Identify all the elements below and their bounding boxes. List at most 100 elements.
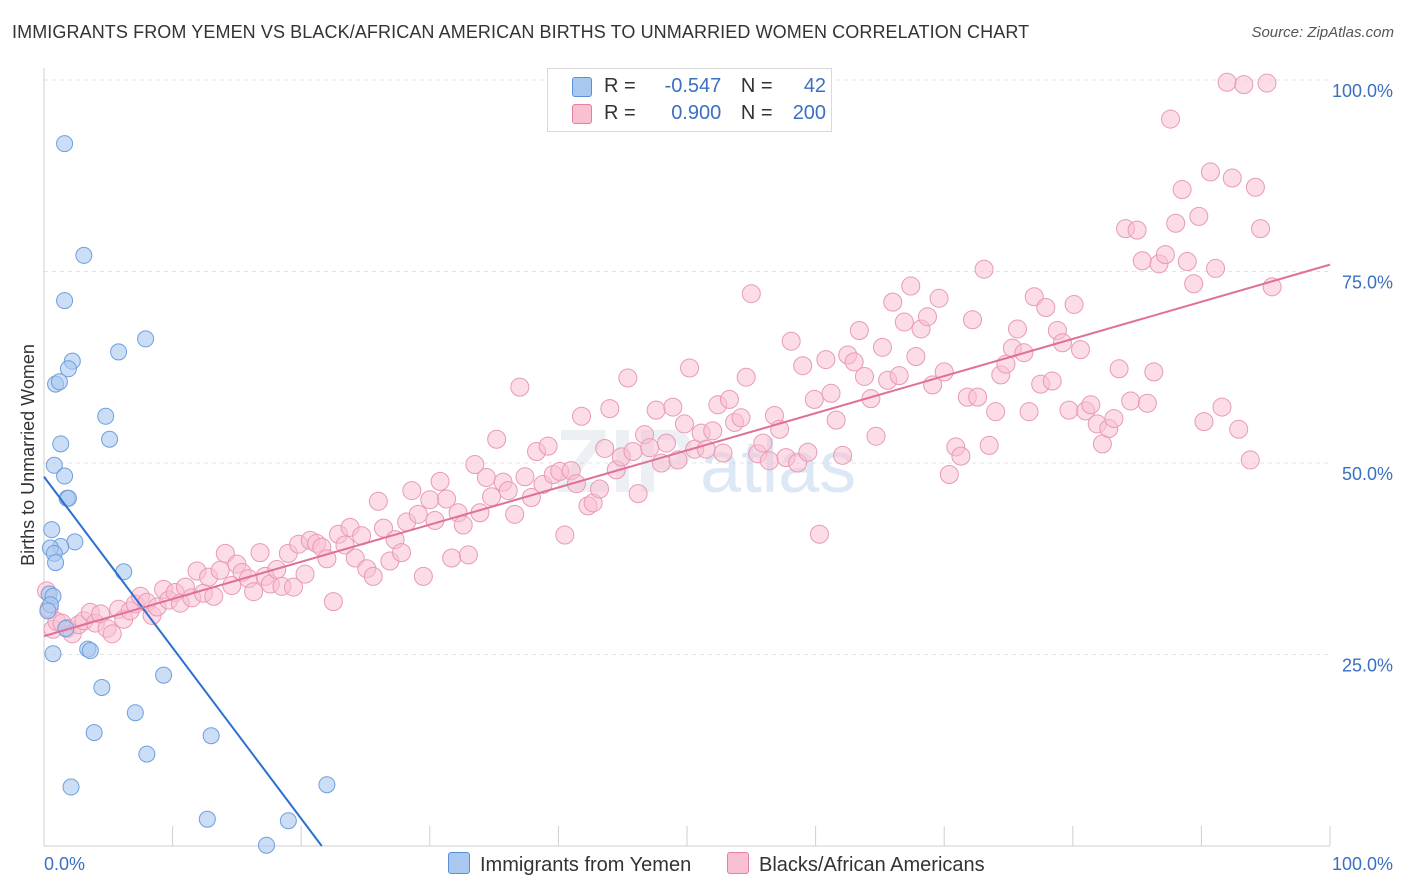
data-point-yemen bbox=[110, 343, 128, 361]
trend-line-yemen bbox=[43, 476, 323, 847]
legend-r-value-yemen: -0.547 bbox=[664, 75, 722, 97]
data-point-black bbox=[1042, 371, 1062, 391]
data-point-black bbox=[1008, 319, 1028, 339]
data-point-black bbox=[1166, 213, 1186, 233]
data-point-black bbox=[430, 471, 450, 491]
data-point-black bbox=[600, 399, 620, 419]
bottom-legend-label-black: Blacks/African Americans bbox=[759, 854, 985, 876]
data-point-black bbox=[901, 276, 921, 296]
data-point-yemen bbox=[47, 554, 65, 572]
data-point-black bbox=[1172, 180, 1192, 200]
data-point-yemen bbox=[126, 704, 144, 722]
chart-title: IMMIGRANTS FROM YEMEN VS BLACK/AFRICAN A… bbox=[12, 22, 1030, 42]
data-point-yemen bbox=[66, 533, 84, 551]
data-point-black bbox=[482, 487, 502, 507]
data-point-black bbox=[408, 504, 428, 524]
data-point-yemen bbox=[44, 645, 62, 663]
legend-swatch-yemen bbox=[572, 77, 592, 97]
data-point-black bbox=[102, 624, 122, 644]
data-point-yemen bbox=[75, 246, 93, 264]
data-point-black bbox=[939, 464, 959, 484]
data-point-yemen bbox=[45, 456, 63, 474]
data-point-black bbox=[510, 377, 530, 397]
stats-legend: R = -0.547 N = 42 R = 0.900 N = 200 bbox=[547, 68, 832, 132]
data-point-black bbox=[465, 455, 485, 475]
tick-labels: 25.0% 50.0% 75.0% 100.0% 0.0% 100.0% bbox=[44, 81, 1393, 874]
data-point-black bbox=[295, 564, 315, 584]
data-point-black bbox=[656, 433, 676, 453]
legend-n-value-black: 200 bbox=[792, 102, 827, 124]
data-point-yemen bbox=[202, 727, 220, 745]
data-point-black bbox=[753, 433, 773, 453]
data-point-black bbox=[595, 438, 615, 458]
data-point-black bbox=[979, 435, 999, 455]
x-tick-label-max: 100.0% bbox=[1332, 854, 1393, 874]
data-point-black bbox=[1071, 340, 1091, 360]
bottom-legend-label-yemen: Immigrants from Yemen bbox=[480, 854, 692, 876]
data-point-black bbox=[793, 356, 813, 376]
data-point-black bbox=[572, 406, 592, 426]
data-point-black bbox=[1240, 450, 1260, 470]
data-point-black bbox=[646, 400, 666, 420]
data-point-yemen bbox=[279, 812, 297, 830]
data-point-black bbox=[250, 543, 270, 563]
data-point-yemen bbox=[56, 135, 74, 153]
legend-n-label: N = bbox=[740, 102, 773, 124]
data-point-black bbox=[663, 397, 683, 417]
data-point-black bbox=[826, 410, 846, 430]
data-point-yemen bbox=[101, 430, 119, 448]
data-point-yemen bbox=[59, 489, 77, 507]
data-point-black bbox=[713, 443, 733, 463]
data-point-black bbox=[618, 368, 638, 388]
data-point-black bbox=[680, 358, 700, 378]
data-point-yemen bbox=[85, 724, 103, 742]
data-point-black bbox=[368, 491, 388, 511]
source-label: Source: ZipAtlas.com bbox=[1251, 24, 1394, 41]
data-point-yemen bbox=[138, 745, 156, 763]
data-point-black bbox=[1184, 274, 1204, 294]
data-point-black bbox=[719, 389, 739, 409]
data-point-yemen bbox=[39, 602, 57, 620]
data-point-black bbox=[1189, 206, 1209, 226]
bottom-legend-swatch-black bbox=[727, 852, 749, 874]
data-point-black bbox=[1104, 409, 1124, 429]
data-point-black bbox=[844, 352, 864, 372]
legend-r-label: R = bbox=[604, 102, 636, 124]
data-point-black bbox=[951, 446, 971, 466]
data-point-black bbox=[889, 366, 909, 386]
data-point-yemen bbox=[62, 778, 80, 796]
data-point-black bbox=[1222, 168, 1242, 188]
data-point-black bbox=[741, 284, 761, 304]
y-tick-label: 100.0% bbox=[1332, 81, 1393, 101]
data-point-black bbox=[317, 549, 337, 569]
data-point-yemen bbox=[137, 330, 155, 348]
data-point-black bbox=[476, 468, 496, 488]
y-tick-label: 75.0% bbox=[1342, 273, 1393, 293]
series-blacks-african-americans bbox=[37, 72, 1282, 644]
data-point-black bbox=[623, 442, 643, 462]
data-point-black bbox=[392, 543, 412, 563]
legend-n-value-yemen: 42 bbox=[803, 75, 827, 97]
data-point-yemen bbox=[43, 521, 61, 539]
bottom-legend-yemen: Immigrants from Yemen bbox=[448, 852, 691, 877]
data-point-black bbox=[555, 525, 575, 545]
series-immigrants-from-yemen bbox=[39, 135, 336, 854]
data-point-black bbox=[872, 337, 892, 357]
data-point-black bbox=[1245, 177, 1265, 197]
data-point-black bbox=[821, 383, 841, 403]
data-point-black bbox=[323, 592, 343, 612]
data-point-black bbox=[1137, 393, 1157, 413]
data-point-yemen bbox=[56, 467, 74, 485]
data-point-yemen bbox=[155, 666, 173, 684]
data-point-black bbox=[1217, 72, 1237, 92]
data-point-black bbox=[1200, 162, 1220, 182]
trend-line-black bbox=[43, 263, 1331, 638]
legend-swatch-black bbox=[572, 104, 592, 124]
data-point-black bbox=[906, 347, 926, 367]
data-point-black bbox=[866, 426, 886, 446]
data-point-black bbox=[703, 421, 723, 441]
data-point-yemen bbox=[52, 435, 70, 453]
data-point-yemen bbox=[115, 563, 133, 581]
data-point-black bbox=[854, 366, 874, 386]
